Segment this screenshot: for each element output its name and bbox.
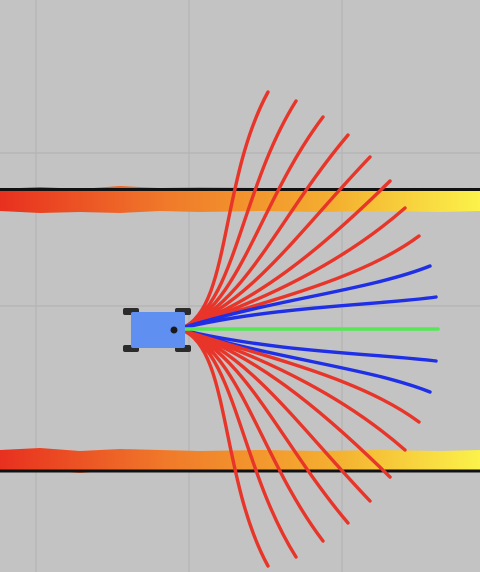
- robot-base: [123, 308, 191, 352]
- upper-wall: [0, 186, 480, 213]
- lower-wall-fill: [0, 448, 480, 473]
- lower-wall: [0, 448, 480, 473]
- robot-sensor-icon: [171, 327, 178, 334]
